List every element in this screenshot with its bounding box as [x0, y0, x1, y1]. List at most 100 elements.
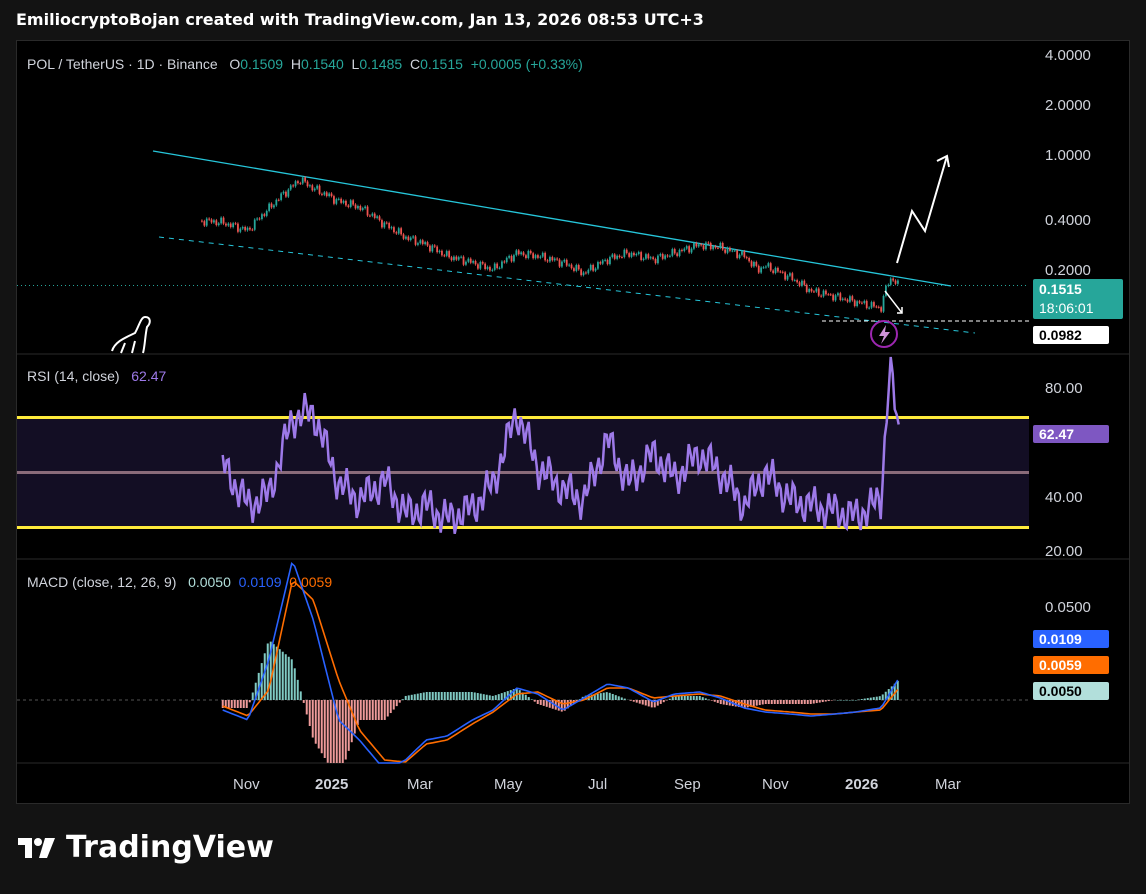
price-candle	[366, 206, 369, 216]
macd-histogram-bar	[596, 693, 599, 700]
macd-histogram-bar	[245, 700, 248, 708]
price-candle	[251, 229, 254, 231]
macd-histogram-bar	[695, 696, 698, 700]
macd-histogram-bar	[224, 700, 227, 708]
price-candle	[697, 244, 700, 247]
rsi-badge: 62.47	[1033, 425, 1109, 443]
macd-histogram-bar	[293, 668, 296, 700]
time-tick: Nov	[233, 776, 260, 793]
price-candle	[479, 261, 482, 269]
macd-histogram-bar	[806, 700, 809, 704]
price-candle	[721, 242, 724, 250]
low-label: L	[351, 56, 360, 72]
price-candle	[369, 215, 371, 217]
macd-histogram-bar	[860, 699, 863, 700]
tradingview-logo[interactable]: TradingView	[18, 830, 274, 865]
price-candle	[748, 258, 751, 262]
macd-histogram-bar	[557, 700, 560, 711]
macd-histogram-bar	[422, 692, 425, 700]
time-tick: Mar	[407, 776, 433, 793]
price-candle	[390, 227, 393, 229]
price-candle	[321, 193, 323, 195]
macd-histogram-bar	[389, 700, 392, 714]
chart-frame[interactable]: POL / TetherUS · 1D · Binance O0.1509 H0…	[16, 40, 1130, 804]
price-candle	[299, 183, 302, 185]
price-candle	[808, 289, 811, 292]
price-candle	[517, 250, 520, 255]
rsi-tick: 40.00	[1045, 489, 1083, 506]
macd-histogram-bar	[791, 700, 794, 704]
chart-canvas[interactable]	[17, 41, 1129, 803]
macd-histogram-bar	[272, 644, 275, 700]
price-candle	[282, 191, 285, 194]
macd-histogram-bar	[344, 700, 347, 760]
price-candle	[323, 192, 326, 195]
price-candle	[724, 249, 727, 253]
price-candle	[736, 250, 739, 258]
macd-title[interactable]: MACD (close, 12, 26, 9)	[27, 574, 177, 590]
price-candle	[484, 263, 487, 269]
macd-histogram-bar	[311, 700, 314, 738]
price-candle	[685, 246, 688, 249]
macd-histogram-bar	[278, 649, 281, 700]
price-candle	[227, 223, 230, 226]
time-tick: Mar	[935, 776, 961, 793]
macd-histogram-bar	[284, 654, 287, 700]
macd-histogram-bar	[680, 696, 683, 700]
price-candle	[726, 247, 729, 253]
price-candle	[820, 295, 823, 297]
macd-histogram-bar	[602, 692, 605, 700]
price-candle	[712, 246, 715, 250]
macd-histogram-bar	[839, 700, 842, 701]
price-candle	[642, 258, 645, 260]
macd-histogram-bar	[332, 700, 335, 763]
price-candle	[760, 267, 763, 273]
price-candle	[347, 205, 350, 207]
price-candle	[510, 255, 513, 262]
macd-histogram-bar	[647, 700, 650, 707]
macd-hist-badge: 0.0050	[1033, 682, 1109, 700]
price-candle	[215, 220, 218, 226]
price-candle	[873, 302, 875, 307]
macd-histogram-bar	[509, 690, 512, 700]
symbol-label[interactable]: POL / TetherUS · 1D · Binance	[27, 56, 218, 72]
price-candle	[268, 203, 271, 211]
macd-line-badge: 0.0109	[1033, 630, 1109, 648]
macd-histogram-bar	[686, 696, 689, 700]
price-candle	[354, 204, 357, 209]
price-candle	[222, 217, 225, 224]
macd-histogram-bar	[536, 700, 539, 704]
price-candle	[316, 185, 319, 189]
price-candle	[345, 200, 347, 206]
price-candle	[729, 247, 731, 251]
macd-histogram-bar	[479, 693, 482, 700]
price-candle	[225, 223, 227, 226]
macd-histogram-bar	[641, 700, 644, 705]
macd-histogram-bar	[854, 700, 857, 701]
price-candle	[841, 298, 844, 300]
price-candle	[681, 249, 683, 251]
macd-histogram-bar	[347, 700, 350, 751]
price-candle	[628, 253, 631, 257]
projection-down-line	[884, 290, 903, 314]
price-candle	[784, 272, 787, 280]
price-candle	[457, 257, 460, 260]
price-candle	[774, 267, 777, 273]
price-candle	[335, 199, 338, 204]
price-candle	[297, 181, 299, 184]
price-candle	[856, 301, 859, 307]
macd-histogram-bar	[629, 700, 632, 701]
price-candle	[822, 290, 825, 297]
rsi-title[interactable]: RSI (14, close)	[27, 368, 120, 384]
price-tick: 1.0000	[1045, 147, 1091, 164]
price-candle	[772, 270, 775, 273]
price-tick: 2.0000	[1045, 97, 1091, 114]
macd-histogram-bar	[812, 700, 815, 704]
price-candle	[301, 177, 304, 184]
price-candle	[205, 218, 208, 226]
macd-histogram-bar	[746, 700, 749, 708]
price-candle	[402, 234, 405, 239]
macd-histogram-bar	[758, 700, 761, 706]
macd-histogram-bar	[467, 692, 470, 700]
last-price-badge: 0.1515 18:06:01	[1033, 279, 1123, 319]
